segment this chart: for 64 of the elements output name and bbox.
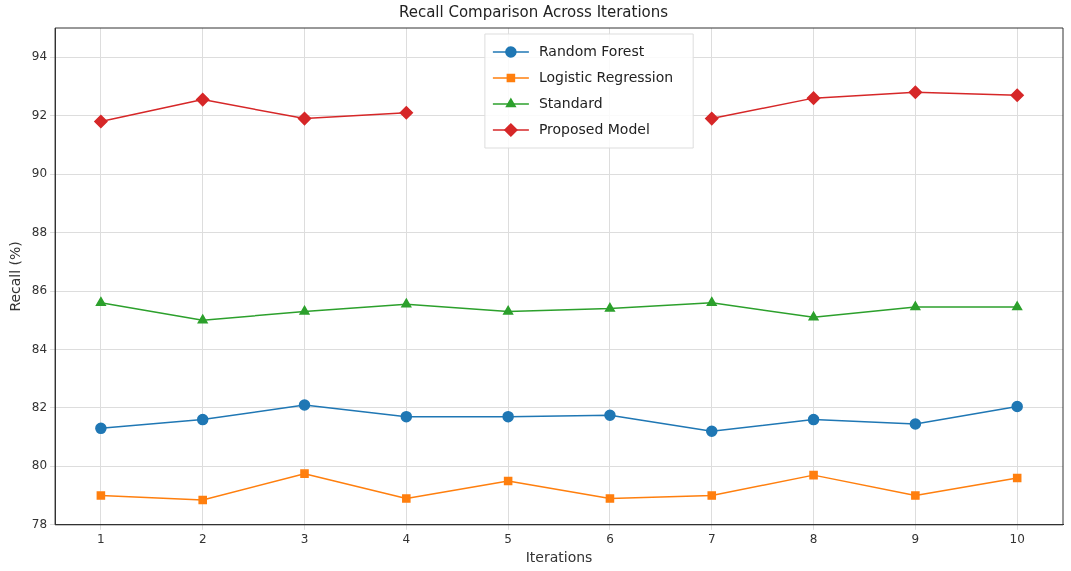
- point: [197, 314, 208, 324]
- point: [503, 476, 513, 486]
- point: [298, 399, 311, 411]
- y-tick-label: 92: [31, 107, 48, 122]
- x-tick-label: 3: [300, 532, 309, 547]
- point: [706, 296, 717, 306]
- point: [910, 301, 921, 311]
- point: [807, 413, 820, 426]
- point: [300, 469, 309, 478]
- x-tick-label: 2: [198, 532, 207, 547]
- point: [402, 494, 411, 503]
- point: [806, 91, 821, 105]
- x-axis-title: Iterations: [525, 549, 593, 566]
- point: [400, 410, 413, 423]
- y-axis-title: Recall (%): [7, 241, 24, 312]
- point: [94, 114, 108, 129]
- legend-label: Proposed Model: [538, 120, 650, 137]
- x-tick-label: 10: [1009, 532, 1025, 547]
- point: [1012, 473, 1022, 483]
- point: [1010, 88, 1024, 102]
- point: [96, 491, 106, 500]
- point: [502, 410, 514, 423]
- legend-label: Standard: [538, 94, 603, 111]
- point: [399, 106, 414, 120]
- point: [95, 422, 107, 435]
- y-tick-label: 78: [31, 516, 48, 531]
- point: [401, 298, 412, 308]
- point: [911, 491, 920, 500]
- point: [604, 409, 616, 421]
- point: [909, 418, 922, 430]
- y-tick-label: 88: [31, 224, 48, 239]
- chart-title: Recall Comparison Across Iterations: [398, 2, 669, 21]
- x-tick-label: 8: [809, 532, 818, 547]
- point: [706, 425, 718, 438]
- legend-label: Random Forest: [538, 42, 645, 59]
- point: [1012, 301, 1023, 311]
- point: [809, 470, 818, 480]
- y-tick-label: 82: [31, 400, 48, 415]
- point: [297, 111, 312, 126]
- point: [195, 92, 210, 107]
- point: [908, 85, 923, 100]
- x-tick-label: 7: [707, 532, 716, 547]
- y-tick-label: 84: [31, 341, 48, 356]
- point: [808, 311, 819, 321]
- point: [198, 495, 207, 505]
- x-tick-label: 9: [911, 532, 920, 547]
- y-tick-label: 94: [31, 49, 48, 64]
- x-tick-label: 4: [402, 532, 411, 547]
- x-tick-label: 5: [504, 532, 512, 547]
- x-tick-label: 6: [606, 532, 614, 547]
- point: [503, 305, 514, 315]
- point: [1011, 400, 1023, 413]
- point: [299, 305, 310, 315]
- y-tick-label: 80: [31, 458, 48, 473]
- y-tick-label: 86: [31, 283, 48, 298]
- point: [196, 413, 209, 426]
- point: [95, 296, 106, 306]
- point: [605, 494, 615, 503]
- y-tick-label: 90: [31, 166, 48, 181]
- point: [705, 111, 719, 126]
- point: [707, 491, 717, 500]
- point: [604, 302, 616, 312]
- legend-label: Logistic Regression: [538, 68, 674, 85]
- x-tick-label: 1: [97, 532, 105, 547]
